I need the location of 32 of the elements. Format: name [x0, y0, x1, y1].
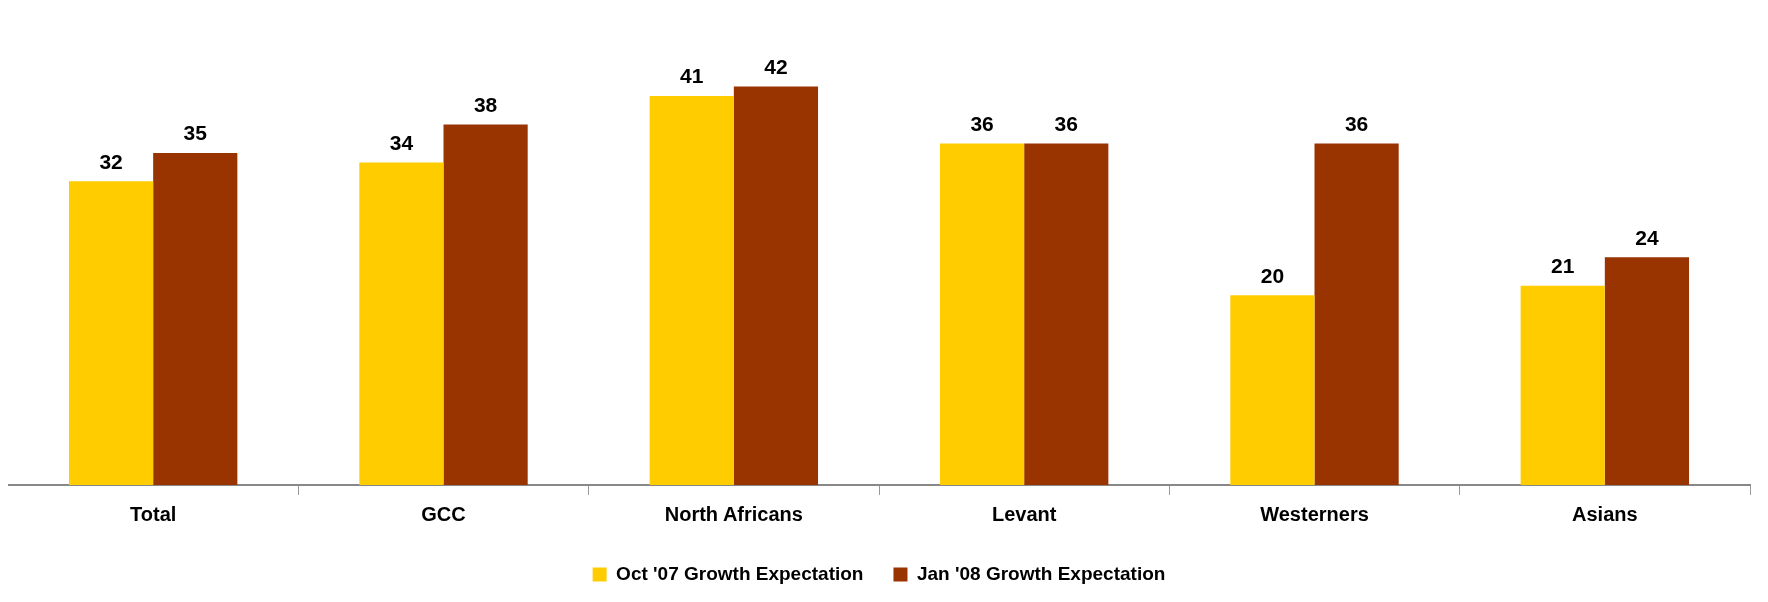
- data-label: 35: [183, 121, 208, 145]
- data-label: 41: [680, 64, 704, 88]
- data-label: 36: [1054, 111, 1078, 135]
- data-label: 42: [764, 54, 788, 78]
- bar: [68, 181, 154, 485]
- x-tick-label: Asians: [1572, 502, 1638, 525]
- x-tick-label: North Africans: [664, 502, 803, 525]
- bar: [153, 152, 238, 485]
- x-tick-label: GCC: [421, 502, 466, 525]
- x-tick-label: Total: [130, 502, 177, 525]
- data-label: 20: [1260, 263, 1285, 287]
- data-label: 36: [1344, 111, 1369, 135]
- data-label: 24: [1635, 225, 1659, 249]
- data-label: 21: [1551, 254, 1575, 278]
- data-label: 38: [473, 92, 498, 116]
- data-label: 32: [99, 149, 123, 173]
- data-label: 36: [970, 111, 994, 135]
- bar: [733, 86, 819, 485]
- bar: [1024, 143, 1109, 485]
- bar: [649, 95, 734, 485]
- legend-label: Jan '08 Growth Expectation: [916, 562, 1166, 584]
- data-label: 34: [389, 130, 414, 154]
- bar: [1604, 257, 1690, 485]
- x-tick-label: Westerners: [1260, 502, 1369, 525]
- bar: [443, 124, 528, 485]
- bar: [1314, 143, 1399, 485]
- bar: [359, 162, 444, 485]
- x-tick-label: Levant: [991, 502, 1057, 525]
- legend-label: Oct '07 Growth Expectation: [616, 562, 864, 584]
- bar: [1230, 295, 1315, 485]
- bar: [1520, 285, 1605, 485]
- bar: [939, 143, 1025, 485]
